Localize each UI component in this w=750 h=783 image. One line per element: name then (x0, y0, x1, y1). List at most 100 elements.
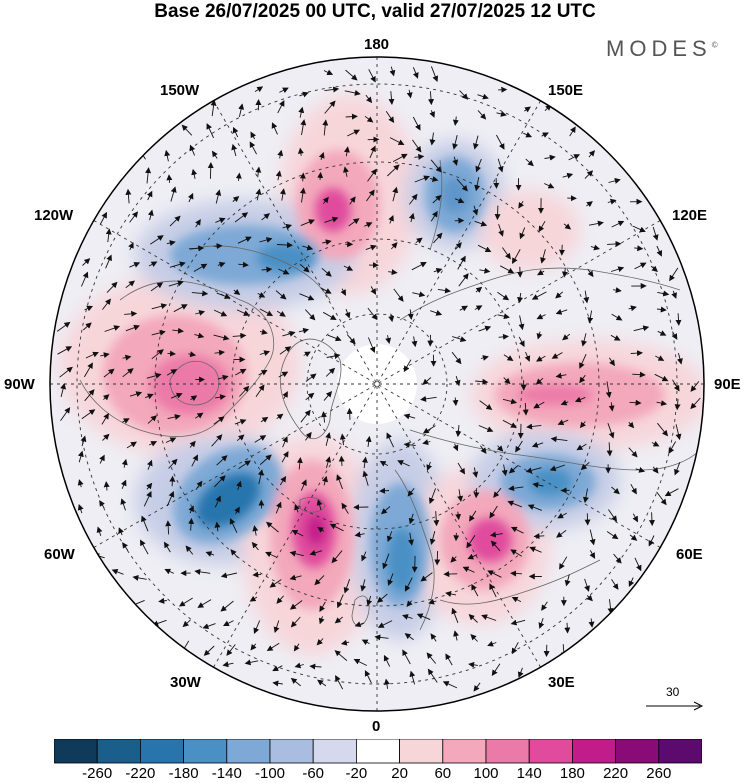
wind-vector (188, 517, 195, 531)
wind-vector (541, 601, 548, 611)
wind-vector (491, 663, 501, 677)
wind-vector (338, 455, 345, 467)
wind-vector (122, 542, 129, 551)
wind-vector (628, 447, 638, 458)
wind-vector (191, 454, 198, 467)
wind-vector (564, 622, 571, 634)
wind-vector (122, 354, 132, 361)
wind-vector (376, 593, 388, 603)
colorbar-swatch (658, 739, 702, 764)
wind-vector (607, 599, 614, 615)
wind-vector (550, 436, 568, 443)
wind-vector (195, 219, 201, 228)
wind-vector (493, 487, 502, 498)
polar-cap (337, 344, 417, 424)
lon-label-180: 180 (364, 36, 390, 53)
wind-vector (234, 419, 247, 425)
wind-vector (557, 419, 569, 426)
wind-vector (250, 131, 257, 140)
wind-vector (477, 110, 487, 120)
wind-vector (536, 331, 543, 340)
wind-vector (555, 372, 567, 379)
wind-vector (648, 512, 655, 527)
wind-vector (319, 601, 326, 613)
wind-vector (122, 368, 134, 378)
wind-vector (167, 414, 181, 420)
wind-vector (432, 194, 442, 204)
wind-vector (105, 254, 112, 269)
wind-vector (383, 678, 390, 689)
wind-vector (525, 467, 542, 474)
wind-vector (205, 551, 215, 557)
wind-vector (589, 550, 596, 559)
wind-vector (257, 291, 266, 298)
wind-vector (126, 441, 137, 449)
wind-vector (587, 268, 594, 278)
wind-vector (408, 513, 415, 525)
anomaly-north-america-positive-core (150, 355, 230, 415)
wind-vector (471, 583, 479, 597)
wind-vector (478, 425, 494, 433)
wind-vector (657, 422, 669, 437)
colorbar-swatch (96, 739, 141, 764)
wind-vector (276, 595, 284, 604)
wind-vector (538, 220, 546, 233)
wind-vector (146, 459, 153, 470)
wind-vector (487, 640, 497, 647)
wind-vector (610, 334, 621, 341)
wind-vector (454, 197, 465, 204)
wind-vector (299, 172, 306, 182)
wind-vector (229, 517, 238, 533)
wind-vector (503, 354, 514, 361)
wind-vector (272, 680, 283, 687)
wind-vector (409, 670, 416, 685)
wind-vector (477, 93, 489, 100)
wind-vector (589, 529, 596, 546)
wind-vector (85, 351, 99, 359)
wind-vector (442, 681, 458, 689)
wind-vector (633, 325, 650, 332)
lon-label-120w: 120W (34, 207, 74, 224)
colorbar-swatch (572, 739, 617, 764)
wind-vector (664, 488, 679, 497)
wind-vector (343, 579, 351, 594)
wind-vector (354, 531, 365, 538)
lon-label-60w: 60W (44, 546, 75, 563)
wind-vector (293, 643, 300, 652)
wind-vector (459, 90, 469, 100)
wind-vector (467, 553, 478, 560)
wind-vector (457, 489, 464, 502)
wind-vector (475, 286, 483, 293)
wind-vector (343, 146, 350, 157)
wind-vector (189, 440, 196, 448)
wind-vector (300, 409, 311, 423)
wind-vector (501, 464, 508, 477)
greenland-coast (280, 338, 342, 440)
wind-vector (462, 566, 475, 573)
wind-vector (420, 395, 437, 402)
wind-vector (140, 539, 149, 555)
wind-vector (606, 531, 619, 540)
colorbar-swatch (312, 739, 357, 764)
wind-vector (481, 614, 497, 621)
wind-vector (634, 557, 642, 572)
wind-vector (151, 349, 164, 360)
wind-vector (81, 409, 96, 420)
wind-vector (529, 546, 542, 553)
wind-vector (433, 232, 443, 244)
wind-vector (502, 419, 517, 428)
wind-vector (402, 649, 411, 665)
wind-vector (169, 475, 176, 487)
wind-vector (455, 425, 462, 438)
wind-vector (403, 359, 412, 373)
colorbar-swatch (485, 739, 530, 764)
wind-vector (433, 267, 443, 274)
wind-vector (282, 391, 288, 399)
wind-vector (478, 325, 492, 332)
wind-vector (605, 381, 612, 399)
wind-vector (428, 91, 435, 106)
wind-vector (494, 205, 501, 221)
wind-vector (279, 346, 292, 355)
anomaly-far-east-positive-halo (480, 190, 580, 270)
wind-vector (651, 440, 660, 447)
